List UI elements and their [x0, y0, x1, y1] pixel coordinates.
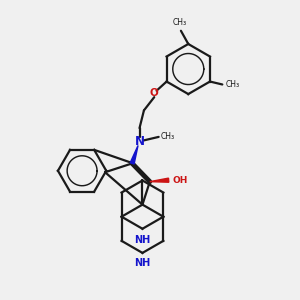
Text: OH: OH — [172, 176, 188, 185]
Polygon shape — [130, 146, 138, 164]
Text: N: N — [134, 135, 145, 148]
Text: CH₃: CH₃ — [161, 132, 175, 141]
Text: NH: NH — [134, 235, 151, 245]
Text: NH: NH — [134, 258, 151, 268]
Text: CH₃: CH₃ — [225, 80, 239, 89]
Polygon shape — [150, 178, 169, 182]
Text: O: O — [149, 88, 158, 98]
Text: CH₃: CH₃ — [173, 18, 187, 27]
